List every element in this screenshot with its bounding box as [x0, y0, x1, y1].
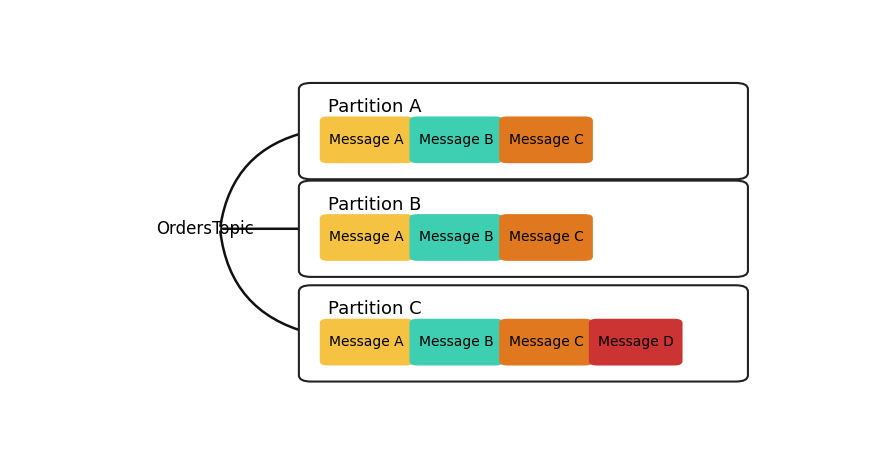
FancyBboxPatch shape — [409, 319, 502, 366]
FancyBboxPatch shape — [299, 285, 747, 381]
FancyBboxPatch shape — [320, 319, 413, 366]
Text: Partition B: Partition B — [328, 196, 421, 214]
FancyBboxPatch shape — [320, 214, 413, 261]
Text: Message C: Message C — [508, 335, 583, 349]
FancyBboxPatch shape — [320, 116, 413, 163]
FancyBboxPatch shape — [409, 214, 502, 261]
Text: Message C: Message C — [508, 133, 583, 147]
Text: Message B: Message B — [419, 133, 493, 147]
FancyBboxPatch shape — [499, 116, 592, 163]
Text: Message A: Message A — [329, 335, 403, 349]
Text: Message A: Message A — [329, 133, 403, 147]
FancyBboxPatch shape — [409, 116, 502, 163]
FancyBboxPatch shape — [299, 181, 747, 277]
Text: OrdersTopic: OrdersTopic — [156, 220, 254, 238]
Text: Message A: Message A — [329, 231, 403, 245]
Text: Partition A: Partition A — [328, 98, 421, 116]
Text: Message B: Message B — [419, 231, 493, 245]
Text: Message B: Message B — [419, 335, 493, 349]
FancyBboxPatch shape — [299, 83, 747, 179]
FancyBboxPatch shape — [499, 214, 592, 261]
FancyBboxPatch shape — [588, 319, 682, 366]
Text: Message C: Message C — [508, 231, 583, 245]
Text: Message D: Message D — [597, 335, 673, 349]
FancyBboxPatch shape — [499, 319, 592, 366]
Text: Partition C: Partition C — [328, 300, 421, 318]
